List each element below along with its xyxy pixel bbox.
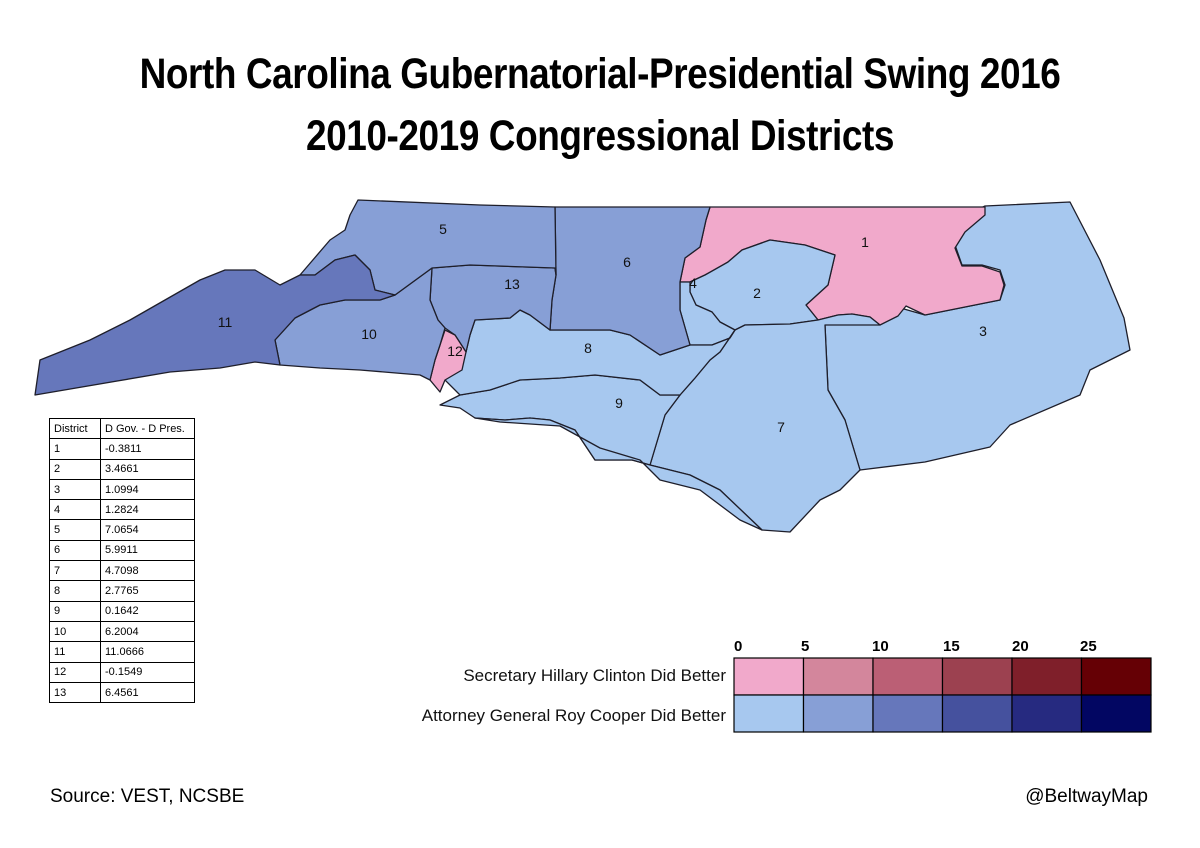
table-row: 4 1.2824: [49, 499, 195, 521]
table-row: 5 7.0654: [49, 519, 195, 541]
district-9-south: [474, 417, 763, 531]
district-label-11: 11: [218, 314, 233, 330]
district-label-2: 2: [753, 285, 761, 301]
district-label-13: 13: [504, 276, 520, 292]
district-label-8: 8: [584, 340, 592, 356]
table-cell-district: 9: [49, 600, 101, 622]
table-header-swing: D Gov. - D Pres.: [100, 417, 195, 440]
table-row: 8 2.7765: [49, 580, 195, 602]
table-cell-district: 4: [49, 499, 101, 521]
table-cell-swing: 6.4561: [100, 681, 195, 704]
legend-tick-0: 0: [734, 638, 743, 655]
table-cell-swing: 11.0666: [100, 641, 195, 663]
legend-cooper-label: Attorney General Roy Cooper Did Better: [421, 706, 726, 725]
table-cell-swing: 1.2824: [100, 499, 195, 521]
legend-swatch-cooper-3: [941, 694, 1013, 733]
table-cell-district: 2: [49, 458, 101, 480]
legend-swatch-clinton-2: [872, 657, 944, 696]
legend-tick-20: 20: [1012, 638, 1029, 655]
table-row: 1 -0.3811: [49, 438, 195, 460]
district-label-4: 4: [689, 275, 697, 291]
source-note: Source: VEST, NCSBE: [50, 786, 245, 807]
table-cell-district: 5: [49, 519, 101, 541]
table-cell-swing: 0.1642: [100, 600, 195, 622]
table-cell-district: 3: [49, 478, 101, 501]
legend-swatch-cooper-5: [1080, 694, 1152, 733]
district-swing-table: District D Gov. - D Pres. 1 -0.3811 2 3.466…: [49, 417, 195, 704]
table-cell-swing: 5.9911: [100, 539, 195, 562]
legend-tick-10: 10: [872, 638, 889, 655]
legend-swatch-cooper-4: [1011, 694, 1083, 733]
table-cell-district: 11: [49, 641, 101, 663]
district-label-7: 7: [777, 419, 785, 435]
table-cell-district: 13: [49, 681, 101, 704]
map-title-line1: North Carolina Gubernatorial-Presidentia…: [139, 50, 1061, 98]
district-label-6: 6: [623, 254, 631, 270]
table-cell-district: 10: [49, 620, 101, 643]
legend-swatch-clinton-0: [733, 657, 805, 696]
legend-swatch-clinton-3: [941, 657, 1013, 696]
table-cell-district: 8: [49, 580, 101, 602]
table-row: 7 4.7098: [49, 560, 195, 582]
table-header-district: District: [49, 417, 101, 440]
table-cell-swing: 4.7098: [100, 560, 195, 582]
district-11: [34, 254, 396, 396]
table-cell-swing: -0.3811: [100, 438, 195, 460]
table-cell-swing: 2.7765: [100, 580, 195, 602]
legend-tick-5: 5: [801, 638, 810, 655]
table-row: 11 11.0666: [49, 641, 195, 663]
legend-swatch-cooper-1: [802, 694, 874, 733]
table-row: 13 6.4561: [49, 681, 195, 704]
table-cell-swing: 1.0994: [100, 478, 195, 501]
table-cell-district: 6: [49, 539, 101, 562]
table-row: 12 -0.1549: [49, 661, 195, 683]
legend-swatch-clinton-1: [802, 657, 874, 696]
legend-swatch-clinton-4: [1011, 657, 1083, 696]
district-label-5: 5: [439, 221, 447, 237]
table-row: 10 6.2004: [49, 620, 195, 643]
table-row: 2 3.4661: [49, 458, 195, 480]
table-row: 3 1.0994: [49, 478, 195, 501]
table-cell-swing: 7.0654: [100, 519, 195, 541]
legend-clinton-label: Secretary Hillary Clinton Did Better: [463, 666, 726, 685]
legend-swatch-cooper-0: [733, 694, 805, 733]
legend-tick-15: 15: [943, 638, 960, 655]
table-header-row: District D Gov. - D Pres.: [49, 417, 195, 440]
table-cell-district: 1: [49, 438, 101, 460]
table-cell-swing: 6.2004: [100, 620, 195, 643]
table-row: 9 0.1642: [49, 600, 195, 622]
legend-swatch-clinton-5: [1080, 657, 1152, 696]
legend-grid: [733, 657, 1152, 733]
table-cell-swing: 3.4661: [100, 458, 195, 480]
table-cell-district: 12: [49, 661, 101, 683]
table-cell-swing: -0.1549: [100, 661, 195, 683]
map-title-line2: 2010-2019 Congressional Districts: [305, 112, 895, 160]
district-label-1: 1: [861, 234, 869, 250]
credit-handle: @BeltwayMap: [1025, 786, 1148, 807]
legend-swatch-cooper-2: [872, 694, 944, 733]
table-row: 6 5.9911: [49, 539, 195, 562]
district-label-9: 9: [615, 395, 623, 411]
district-label-3: 3: [979, 323, 987, 339]
table-cell-district: 7: [49, 560, 101, 582]
legend-tick-25: 25: [1080, 638, 1097, 655]
district-label-10: 10: [361, 326, 377, 342]
district-label-12: 12: [447, 343, 463, 359]
